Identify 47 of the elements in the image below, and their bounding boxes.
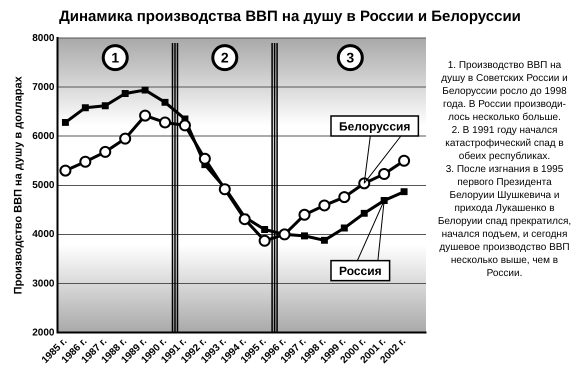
point xyxy=(360,210,368,217)
point xyxy=(99,146,112,158)
point xyxy=(79,156,92,168)
point xyxy=(139,110,152,122)
point xyxy=(59,164,72,177)
annotation: 1 xyxy=(111,50,120,66)
point xyxy=(398,154,410,167)
y-tick-label: 3000 xyxy=(32,278,55,290)
y-tick-label: 4000 xyxy=(32,229,55,240)
point xyxy=(378,168,390,180)
y-tick-label: 2000 xyxy=(32,327,55,338)
point xyxy=(198,152,211,165)
text: 3. После изгнания в 1995 первого Президента Белоруии Шушкевича и прихода Лукашенко в Белоруии спад прекратился, начался подъем, и сегодня душевое производство ВВП несколько выше, чем в России. xyxy=(438,164,572,279)
point xyxy=(338,191,350,204)
y-tick-label: 6000 xyxy=(32,130,55,142)
point xyxy=(340,224,348,232)
point xyxy=(122,90,129,97)
chart-title: Динамика производства ВВП на душу в России и Белоруссии xyxy=(58,8,522,25)
series-label: Белоруссия xyxy=(339,119,410,134)
point xyxy=(142,86,149,94)
point xyxy=(238,213,251,226)
point xyxy=(82,104,89,112)
point xyxy=(400,188,408,196)
point xyxy=(298,208,310,221)
point xyxy=(278,228,291,240)
text: 1. Производство ВВП на душу в Советских России и Белоруссии росло до 1998 года. В России производи-лось несколько больше. xyxy=(440,59,569,124)
point xyxy=(162,98,168,106)
annotation: 3 xyxy=(346,50,354,66)
point xyxy=(119,132,132,145)
point xyxy=(301,232,308,240)
point xyxy=(62,118,69,126)
text: 2. В 1991 году начался катастрофический спад в обеих республиках. xyxy=(444,124,565,163)
y-axis-title: Производство ВВП на душу в долларах xyxy=(12,75,25,294)
point xyxy=(159,116,172,128)
point xyxy=(178,119,191,132)
y-tick-label: 8000 xyxy=(32,32,55,44)
point xyxy=(318,199,330,212)
text: Россия xyxy=(339,264,382,278)
y-tick-label: 7000 xyxy=(32,82,55,93)
point xyxy=(102,102,109,110)
point xyxy=(258,234,271,247)
point xyxy=(218,183,231,196)
y-tick-label: 5000 xyxy=(32,180,55,192)
annotation: 2 xyxy=(220,50,229,66)
point xyxy=(380,197,388,204)
point xyxy=(320,236,328,244)
point xyxy=(261,226,268,233)
